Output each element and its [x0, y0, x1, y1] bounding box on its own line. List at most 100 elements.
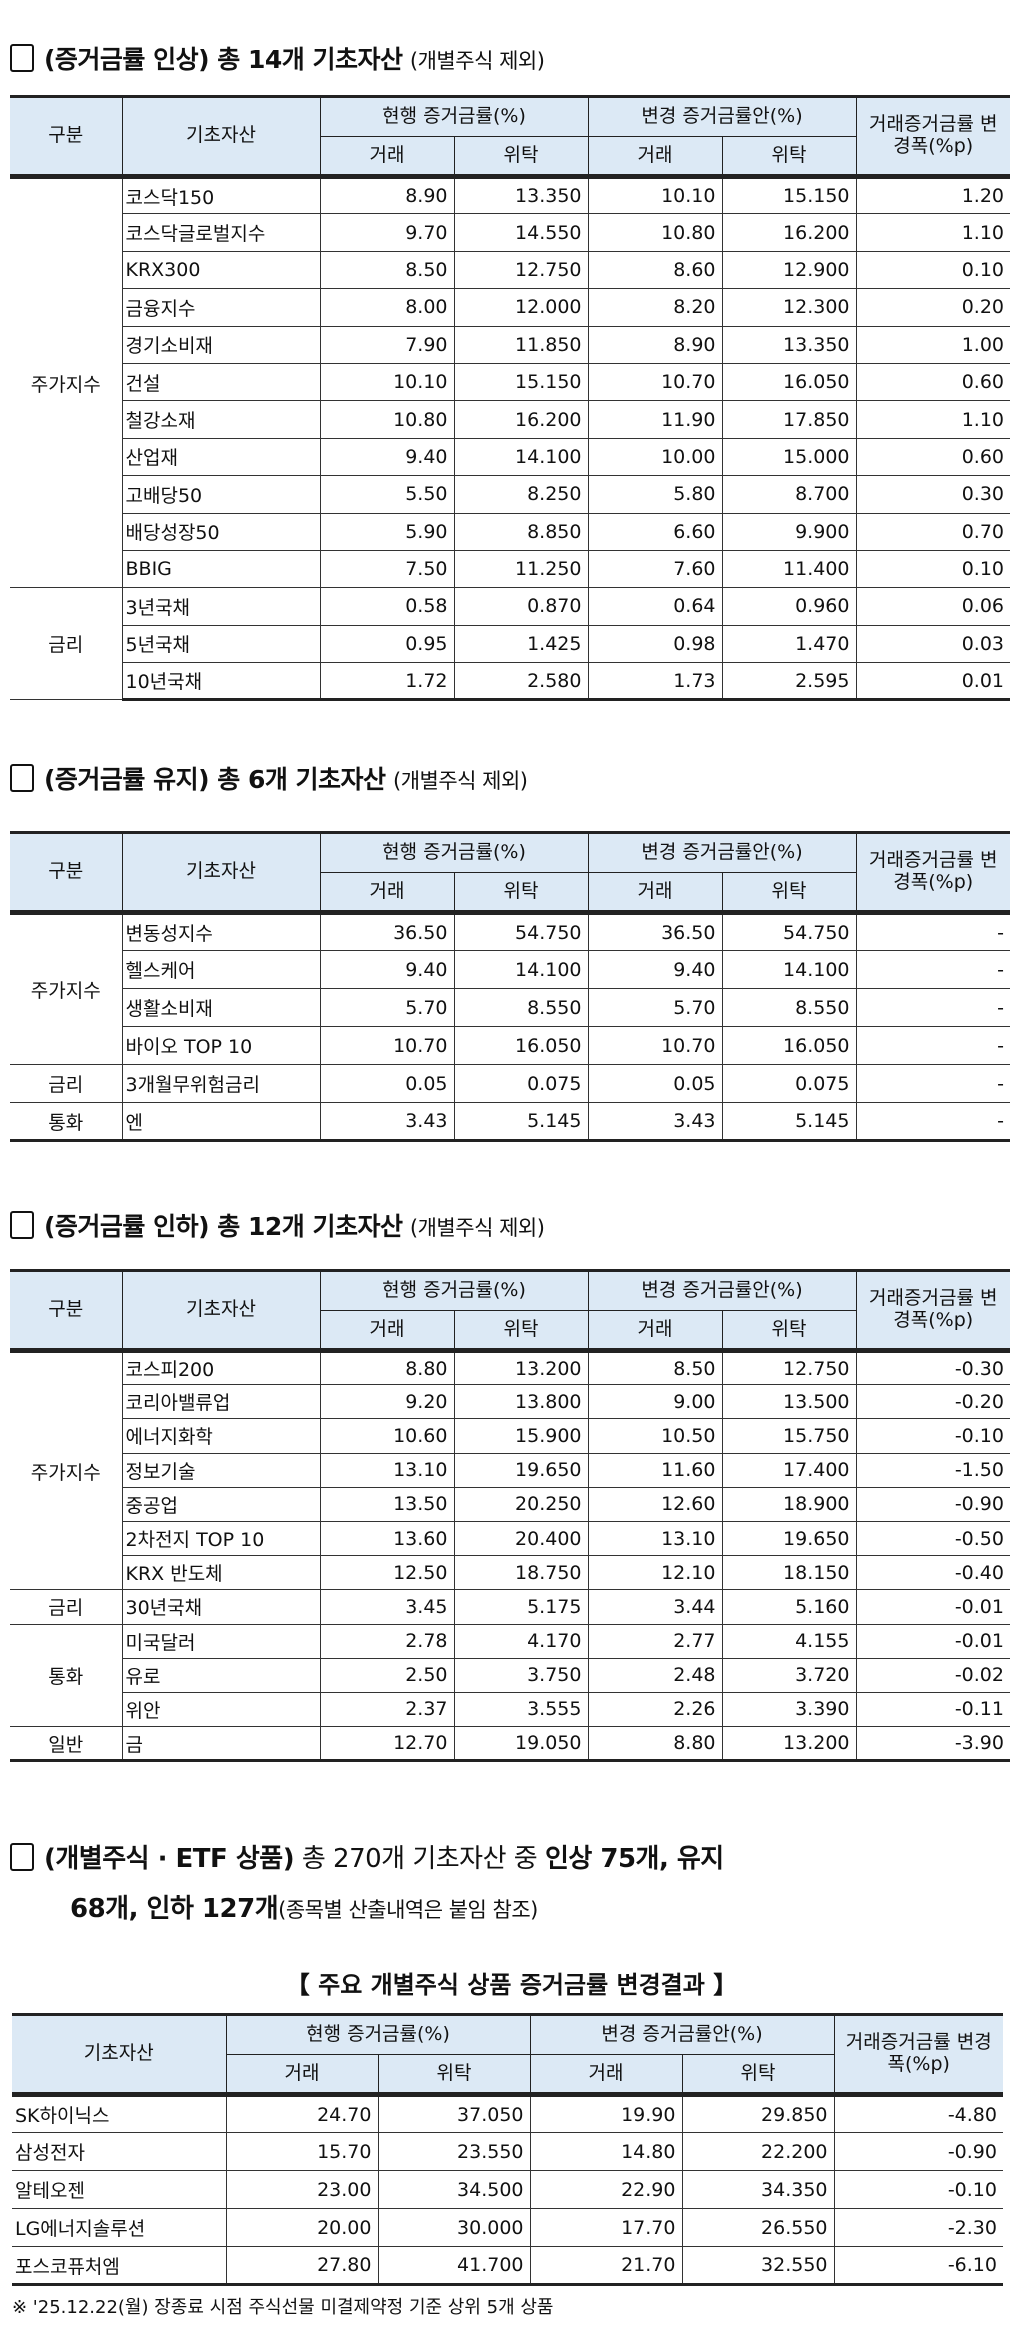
current-consign-value: 8.250	[453, 475, 589, 514]
current-consign-value: 13.800	[453, 1384, 589, 1420]
asset-name: KRX300	[122, 250, 321, 290]
current-consign-value: 13.200	[453, 1349, 589, 1386]
section-title: (증거금률 인상) 총 14개 기초자산	[44, 45, 403, 74]
trade-change-value: 1.20	[855, 175, 1010, 215]
proposed-trade-value: 2.77	[587, 1623, 723, 1659]
current-trade-value: 7.90	[319, 325, 455, 364]
proposed-trade-value: 12.60	[587, 1486, 723, 1522]
section-1-heading: (증거금률 인상) 총 14개 기초자산 (개별주식 제외)	[10, 40, 545, 76]
trade-change-value: -0.10	[833, 2170, 1003, 2209]
current-consign-value: 41.700	[377, 2246, 531, 2286]
proposed-consign-value: 16.200	[721, 213, 857, 252]
proposed-trade-value: 5.70	[587, 988, 723, 1027]
proposed-trade-value: 36.50	[587, 912, 723, 951]
asset-name: 3개월무위험금리	[121, 1064, 321, 1103]
proposed-consign-value: 18.900	[721, 1486, 857, 1522]
proposed-trade-value: 7.60	[587, 549, 723, 589]
col-header-consign: 위탁	[453, 872, 589, 915]
proposed-consign-value: 5.160	[721, 1589, 857, 1625]
group-label: 금리	[10, 1064, 123, 1103]
trade-change-value: 0.60	[855, 362, 1010, 402]
current-trade-value: 15.70	[225, 2132, 379, 2171]
section-subtitle: (개별주식 제외)	[393, 769, 528, 793]
trade-change-value: -	[855, 1102, 1010, 1142]
asset-name: 위안	[122, 1691, 321, 1728]
current-trade-value: 13.50	[319, 1486, 455, 1522]
col-header-proposed: 변경 증거금률안(%)	[529, 2013, 835, 2055]
table-row: SK하이닉스 24.70 37.050 19.90 29.850 -4.80	[12, 2094, 1003, 2133]
current-consign-value: 12.000	[453, 288, 589, 327]
current-consign-value: 5.175	[453, 1589, 589, 1625]
section-title: (증거금률 인하) 총 12개 기초자산	[44, 1212, 403, 1241]
col-header-current: 현행 증거금률(%)	[319, 1269, 589, 1311]
proposed-consign-value: 8.700	[721, 475, 857, 514]
proposed-consign-value: 16.050	[721, 1026, 857, 1065]
proposed-consign-value: 13.350	[721, 325, 857, 364]
proposed-consign-value: 8.550	[721, 988, 857, 1027]
proposed-consign-value: 2.595	[721, 662, 857, 702]
proposed-consign-value: 19.650	[721, 1520, 857, 1557]
asset-name: 엔	[121, 1102, 321, 1142]
trade-change-value: 0.01	[855, 662, 1010, 702]
proposed-consign-value: 12.750	[721, 1349, 857, 1386]
current-trade-value: 0.95	[319, 624, 455, 664]
current-trade-value: 24.70	[225, 2094, 379, 2133]
trade-change-value: -0.20	[855, 1384, 1010, 1420]
trade-change-value: -0.11	[855, 1691, 1010, 1728]
section-4-heading-line2: 68개, 인하 127개(종목별 산출내역은 붙임 참조)	[70, 1888, 538, 1925]
col-header-change: 거래증거금률 변경폭(%p)	[855, 831, 1010, 915]
section-bold-text: 68개, 인하 127개	[70, 1894, 279, 1924]
proposed-consign-value: 32.550	[681, 2246, 835, 2286]
table-row: 금리 30년국채 3.45 5.175 3.44 5.160 -0.01	[10, 1589, 1010, 1625]
current-trade-value: 7.50	[319, 549, 455, 589]
asset-name: 2차전지 TOP 10	[122, 1520, 321, 1557]
asset-name: 삼성전자	[12, 2132, 227, 2171]
proposed-trade-value: 10.70	[587, 1026, 723, 1065]
table-row: 고배당50 5.50 8.250 5.80 8.700 0.30	[10, 475, 1010, 514]
current-trade-value: 27.80	[225, 2246, 379, 2286]
table-row: KRX300 8.50 12.750 8.60 12.900 0.10	[10, 250, 1010, 290]
proposed-trade-value: 12.10	[587, 1555, 723, 1591]
proposed-trade-value: 0.05	[587, 1064, 723, 1103]
table-row: 배당성장50 5.90 8.850 6.60 9.900 0.70	[10, 512, 1010, 551]
proposed-trade-value: 8.90	[587, 325, 723, 364]
trade-change-value: 0.60	[855, 437, 1010, 477]
current-consign-value: 3.750	[453, 1657, 589, 1693]
group-label: 통화	[10, 1623, 123, 1728]
table-row: 코스닥글로벌지수 9.70 14.550 10.80 16.200 1.10	[10, 213, 1010, 252]
proposed-trade-value: 8.50	[587, 1349, 723, 1386]
current-consign-value: 19.650	[453, 1452, 589, 1488]
section-4-heading: (개별주식 · ETF 상품) 총 270개 기초자산 중 인상 75개, 유지	[10, 1838, 724, 1875]
proposed-consign-value: 13.200	[721, 1726, 857, 1763]
asset-name: 중공업	[122, 1486, 321, 1522]
proposed-consign-value: 1.470	[721, 624, 857, 664]
current-trade-value: 8.80	[319, 1349, 455, 1386]
checkbox-bullet-icon	[10, 1843, 34, 1871]
col-header-proposed: 변경 증거금률안(%)	[587, 1269, 857, 1311]
trade-change-value: 1.10	[855, 400, 1010, 439]
current-consign-value: 34.500	[377, 2170, 531, 2209]
checkbox-bullet-icon	[10, 1211, 34, 1239]
trade-change-value: -0.10	[855, 1418, 1010, 1454]
table-row: LG에너지솔루션 20.00 30.000 17.70 26.550 -2.30	[12, 2208, 1003, 2247]
table-row: 정보기술 13.10 19.650 11.60 17.400 -1.50	[10, 1452, 1010, 1488]
asset-name: 생활소비재	[122, 988, 321, 1027]
current-consign-value: 15.900	[453, 1418, 589, 1454]
asset-name: 변동성지수	[121, 912, 321, 951]
proposed-consign-value: 3.720	[721, 1657, 857, 1693]
trade-change-value: -6.10	[833, 2246, 1003, 2286]
trade-change-value: 0.30	[855, 475, 1010, 514]
group-label: 금리	[10, 587, 123, 701]
current-trade-value: 13.10	[319, 1452, 455, 1488]
trade-change-value: 0.20	[855, 288, 1010, 327]
trade-change-value: -0.01	[855, 1623, 1010, 1659]
proposed-trade-value: 3.43	[587, 1102, 723, 1142]
current-consign-value: 11.850	[453, 325, 589, 364]
current-trade-value: 2.50	[319, 1657, 455, 1693]
current-trade-value: 2.37	[319, 1691, 455, 1728]
proposed-trade-value: 19.90	[529, 2094, 683, 2133]
increase-table: 구분 기초자산 현행 증거금률(%) 변경 증거금률안(%) 거래증거금률 변경폭…	[10, 95, 1010, 702]
asset-name: 코스닥글로벌지수	[122, 213, 321, 252]
proposed-trade-value: 8.80	[587, 1726, 723, 1763]
table-row: 중공업 13.50 20.250 12.60 18.900 -0.90	[10, 1486, 1010, 1522]
